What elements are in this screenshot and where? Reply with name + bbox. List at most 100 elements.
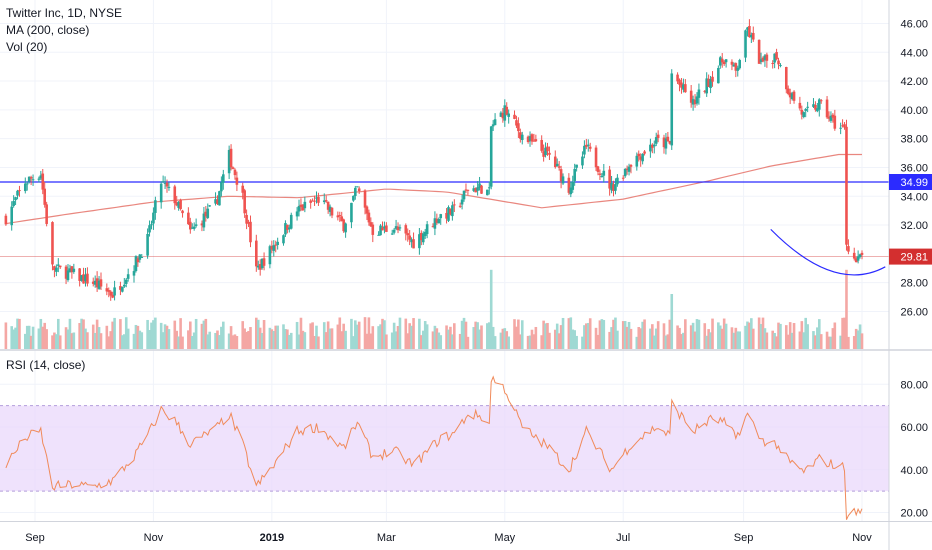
volume-bar: [501, 328, 505, 349]
volume-bar: [695, 319, 699, 349]
candle-body: [627, 166, 631, 172]
volume-bar: [790, 332, 794, 349]
candle-body: [472, 188, 476, 191]
volume-bar: [666, 334, 670, 349]
candle-body: [313, 200, 316, 202]
volume-bar: [534, 326, 538, 349]
volume-bar: [146, 319, 149, 349]
candle-body: [491, 124, 495, 127]
volume-bar: [206, 334, 210, 349]
candle-body: [750, 34, 753, 38]
volume-bar: [148, 330, 151, 349]
volume-bar: [241, 321, 245, 349]
candle-body: [10, 206, 14, 226]
candle-body: [553, 156, 557, 168]
volume-bar: [676, 325, 679, 349]
candle-body: [249, 221, 252, 243]
candle-body: [445, 212, 448, 219]
x-tick-label: 2019: [260, 532, 284, 544]
volume-bar: [377, 326, 380, 349]
curve-drawing[interactable]: [770, 228, 886, 276]
candle-body: [600, 175, 604, 178]
candle-body: [418, 234, 421, 249]
candle-body: [806, 106, 809, 108]
volume-bar: [99, 333, 103, 349]
horizontal-line[interactable]: [0, 181, 889, 257]
volume-bar: [594, 327, 598, 349]
volume-bar: [571, 329, 575, 349]
volume-bar: [357, 321, 361, 349]
volume-bar: [526, 335, 530, 349]
candle-body: [340, 216, 344, 222]
volume-bar: [816, 327, 819, 349]
candle-body: [412, 239, 415, 249]
hline-price-tag-label: 34.99: [900, 177, 928, 189]
candle-body: [268, 246, 272, 265]
candle-body: [773, 53, 776, 63]
volume-bar: [45, 329, 48, 349]
candle-body: [507, 113, 510, 117]
candle-body: [738, 60, 741, 69]
candle-body: [163, 182, 167, 184]
volume-bar: [831, 328, 835, 349]
candle-body: [394, 226, 398, 229]
candle-body: [625, 168, 629, 170]
candle-body: [216, 199, 219, 204]
candle-body: [612, 184, 615, 192]
volume-bar: [23, 333, 27, 349]
candle-body: [299, 204, 303, 207]
candle-body: [501, 112, 505, 119]
volume-bar: [784, 325, 788, 349]
volume-bar: [134, 324, 138, 349]
volume-bar: [301, 330, 305, 349]
volume-bar: [845, 269, 848, 349]
volume-bar: [192, 332, 196, 349]
candle-body: [260, 258, 264, 269]
volume-bar: [260, 333, 264, 349]
candle-body: [763, 55, 767, 60]
volume-bar: [355, 324, 359, 349]
candle-body: [623, 168, 627, 177]
volume-bar: [29, 335, 33, 349]
y-tick-label: 26.00: [900, 306, 928, 318]
candle-body: [544, 147, 547, 156]
candle-body: [827, 117, 831, 119]
volume-bar: [581, 336, 584, 349]
volume-bar: [107, 336, 111, 349]
volume-bar: [299, 317, 303, 349]
volume-bar: [202, 320, 206, 349]
volume-bar: [788, 322, 792, 349]
candle-body: [720, 58, 724, 63]
candle-body: [18, 190, 21, 192]
candle-body: [460, 199, 464, 205]
volume-bar: [480, 325, 483, 349]
legend-rsi: RSI (14, close): [6, 358, 86, 372]
volume-bar: [336, 324, 340, 349]
rsi-line: [5, 375, 863, 520]
candle-body: [474, 188, 477, 193]
volume-bar: [311, 322, 314, 349]
volume-bar: [689, 325, 693, 349]
candle-body: [134, 256, 138, 272]
volume-bar: [460, 320, 464, 349]
candle-body: [784, 67, 788, 90]
candle-body: [14, 197, 17, 201]
rsi-tick-label: 20.00: [900, 508, 928, 520]
candle-body: [58, 265, 62, 268]
y-tick-label: 36.00: [900, 162, 928, 174]
volume-bar: [600, 319, 604, 349]
candle-body: [64, 266, 68, 279]
volume-bar: [652, 335, 656, 349]
x-tick-label: Sep: [734, 532, 754, 544]
volume-bar: [493, 336, 497, 349]
volume-bar: [691, 322, 695, 349]
volume-bar: [656, 321, 660, 349]
volume-bar: [478, 329, 481, 349]
volume-bar: [860, 333, 864, 349]
candle-body: [736, 67, 740, 71]
legend-main: Twitter Inc, 1D, NYSE MA (200, close) Vo…: [6, 5, 122, 56]
candle-body: [423, 231, 427, 236]
volume-bar: [56, 318, 60, 349]
candle-body: [39, 175, 43, 179]
